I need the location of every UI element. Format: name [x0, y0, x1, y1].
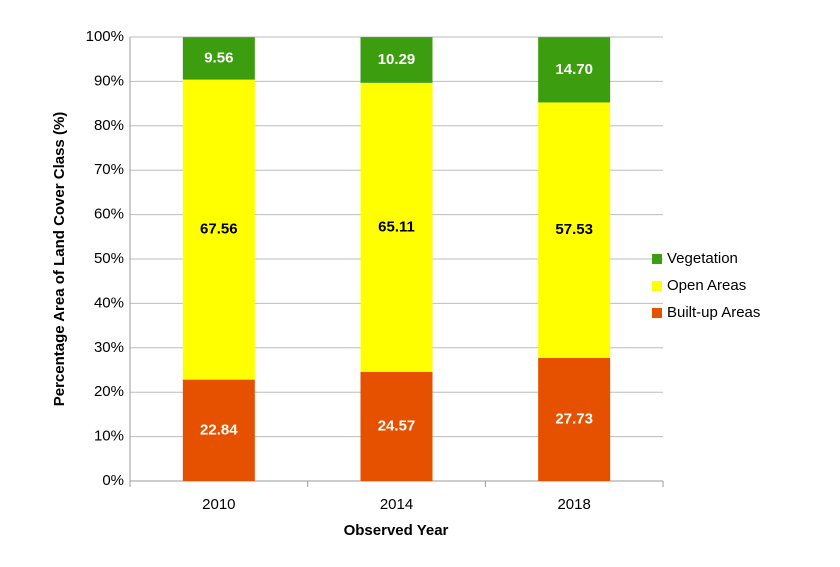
bar-segment — [182, 379, 255, 481]
legend-swatch — [652, 254, 662, 264]
bar-segment — [538, 102, 611, 358]
bar-segment — [182, 79, 255, 380]
data-label: 10.29 — [378, 51, 416, 68]
legend-label: Open Areas — [667, 277, 746, 294]
y-tick-label: 90% — [94, 72, 124, 89]
y-tick-label: 30% — [94, 339, 124, 356]
x-axis-title: Observed Year — [344, 522, 449, 539]
legend-label: Vegetation — [667, 250, 738, 267]
bar-segment — [538, 37, 611, 103]
data-label: 57.53 — [555, 221, 593, 238]
data-label: 24.57 — [378, 417, 416, 434]
y-tick-label: 100% — [86, 28, 124, 45]
data-label: 65.11 — [378, 218, 415, 235]
y-tick-label: 10% — [94, 428, 124, 445]
y-tick-label: 0% — [102, 472, 124, 489]
bar-segment — [360, 37, 433, 83]
x-tick-label: 2014 — [380, 496, 413, 513]
data-label: 27.73 — [555, 410, 593, 427]
bar-segment — [360, 82, 433, 372]
data-label: 14.70 — [555, 61, 593, 78]
y-axis-title: Percentage Area of Land Cover Class (%) — [51, 112, 68, 407]
legend-label: Built-up Areas — [667, 304, 760, 321]
y-tick-label: 80% — [94, 117, 124, 134]
data-label: 67.56 — [200, 221, 238, 238]
y-tick-label: 60% — [94, 206, 124, 223]
y-tick-label: 40% — [94, 294, 124, 311]
data-label: 22.84 — [200, 421, 238, 438]
x-tick-label: 2018 — [557, 496, 590, 513]
y-tick-label: 20% — [94, 383, 124, 400]
bar-segment — [182, 37, 255, 80]
legend-swatch — [652, 281, 662, 291]
bar-segment — [538, 357, 611, 481]
y-tick-label: 70% — [94, 161, 124, 178]
legend-swatch — [652, 308, 662, 318]
data-label: 9.56 — [204, 49, 233, 66]
x-tick-label: 2010 — [202, 496, 235, 513]
y-tick-label: 50% — [94, 250, 124, 267]
bar-segment — [360, 371, 433, 481]
